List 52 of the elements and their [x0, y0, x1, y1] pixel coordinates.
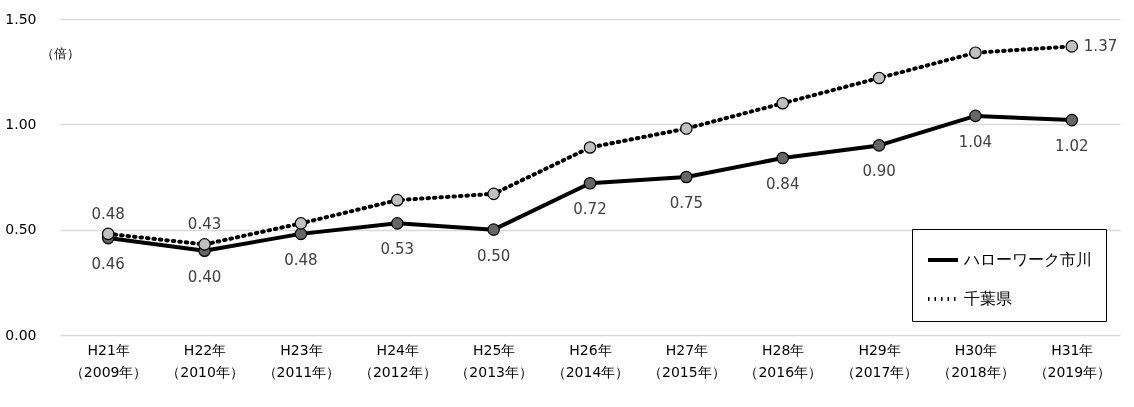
point — [776, 151, 790, 165]
x-tick-label: H28年（2016年） — [744, 341, 823, 380]
data-label: 0.90 — [862, 162, 896, 181]
point — [294, 217, 308, 230]
point — [776, 96, 790, 110]
y-tick-label: 0.50 — [5, 221, 37, 238]
point — [583, 141, 597, 154]
data-label: 0.43 — [187, 215, 222, 234]
data-label: 0.75 — [669, 194, 704, 212]
x-tick-label: H23年（2011年） — [262, 341, 341, 380]
point — [680, 122, 693, 135]
point — [969, 46, 982, 59]
point — [390, 193, 404, 207]
data-label: 0.50 — [476, 246, 511, 265]
data-label: 0.48 — [284, 250, 318, 269]
y-tick-label: 1.50 — [5, 10, 37, 27]
x-tick-label: H22年（2010年） — [166, 341, 244, 380]
data-label: 1.02 — [1055, 137, 1089, 156]
x-tick-label: H29年（2017年） — [840, 341, 919, 380]
x-tick-label: H24年（2012年） — [358, 341, 437, 380]
y-tick-label: 1.00 — [5, 115, 37, 132]
y-axis-title: （倍） — [41, 45, 80, 61]
point — [101, 227, 115, 241]
legend-label: 千葉県 — [964, 289, 1012, 308]
point — [198, 238, 211, 251]
x-tick-label: H30年（2018年） — [937, 341, 1015, 380]
point — [872, 139, 886, 152]
x-tick-label: H31年（2019年） — [1033, 341, 1112, 380]
point — [487, 187, 500, 201]
point — [294, 227, 308, 241]
x-tick-label: H21年（2009年） — [69, 341, 148, 380]
point — [969, 109, 982, 123]
y-tick-label: 0.00 — [5, 326, 37, 343]
data-label: 0.40 — [187, 267, 222, 286]
x-tick-label: H27年（2015年） — [648, 341, 726, 380]
data-label: 1.04 — [958, 132, 993, 151]
point — [872, 71, 886, 85]
point — [390, 217, 404, 230]
point — [1065, 40, 1079, 53]
point — [1065, 113, 1079, 127]
data-label: 0.46 — [91, 255, 125, 274]
point — [680, 170, 693, 184]
x-tick-label: H26年（2014年） — [551, 341, 630, 380]
legend-label: ハローワーク市川 — [963, 250, 1092, 269]
x-tick-label: H25年（2013年） — [455, 341, 533, 380]
point — [583, 177, 597, 190]
data-label: 0.72 — [573, 200, 607, 219]
data-label: 0.48 — [91, 204, 125, 223]
point — [487, 223, 500, 236]
data-label: 1.37 — [1083, 37, 1118, 56]
data-label: 0.53 — [380, 240, 414, 259]
data-label: 0.84 — [766, 175, 800, 194]
